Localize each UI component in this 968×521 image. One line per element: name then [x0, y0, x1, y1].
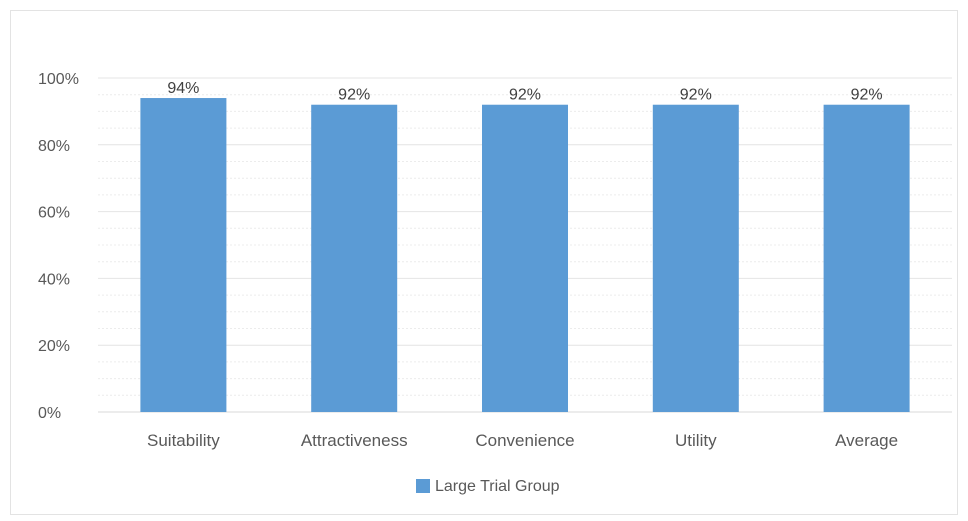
x-tick-label: Suitability [147, 431, 220, 450]
data-label: 92% [851, 87, 883, 104]
x-tick-label: Attractiveness [301, 431, 408, 450]
data-label: 92% [509, 87, 541, 104]
y-tick-label: 60% [38, 205, 70, 222]
data-label: 92% [338, 87, 370, 104]
x-tick-label: Utility [675, 431, 717, 450]
data-label: 94% [167, 80, 199, 97]
y-tick-label: 100% [38, 71, 79, 88]
bar [140, 98, 227, 412]
y-tick-label: 80% [38, 138, 70, 155]
y-tick-label: 20% [38, 338, 70, 355]
data-label: 92% [680, 87, 712, 104]
y-tick-label: 40% [38, 271, 70, 288]
x-tick-label: Average [835, 431, 898, 450]
legend-label: Large Trial Group [435, 478, 560, 495]
bar [482, 104, 568, 412]
legend-swatch [416, 479, 430, 493]
y-tick-label: 0% [38, 405, 61, 422]
bar [652, 104, 739, 412]
bar [311, 104, 398, 412]
bar [823, 104, 910, 412]
x-tick-label: Convenience [475, 431, 574, 450]
